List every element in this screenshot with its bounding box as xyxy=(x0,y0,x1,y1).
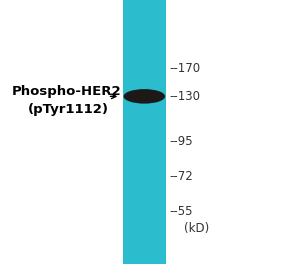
Text: --95: --95 xyxy=(170,135,193,148)
Text: --72: --72 xyxy=(170,170,194,183)
Text: Phospho-HER2: Phospho-HER2 xyxy=(11,84,121,98)
Text: --170: --170 xyxy=(170,62,201,75)
Text: (kD): (kD) xyxy=(184,222,209,235)
Ellipse shape xyxy=(124,89,165,103)
Text: (pTyr1112): (pTyr1112) xyxy=(28,103,109,116)
Text: --55: --55 xyxy=(170,205,193,218)
Bar xyxy=(123,0,166,264)
Ellipse shape xyxy=(127,93,162,100)
Text: --130: --130 xyxy=(170,90,201,103)
